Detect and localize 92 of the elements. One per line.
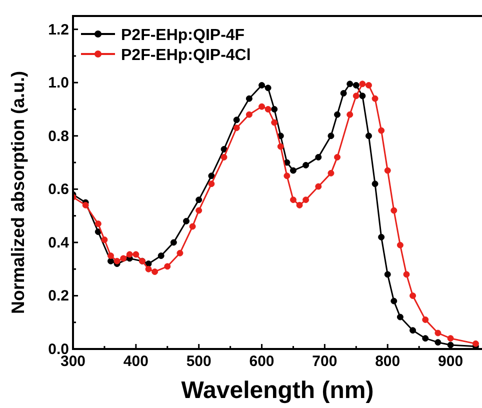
point	[82, 202, 89, 208]
point	[315, 154, 322, 160]
point	[196, 196, 202, 204]
point	[284, 172, 290, 180]
point	[158, 252, 164, 260]
point	[410, 327, 416, 334]
point	[114, 258, 120, 264]
y-tick-label: 0.2	[48, 288, 69, 305]
legend-label: P2F-EHp:QIP-4Cl	[121, 47, 251, 64]
x-tick-label: 600	[249, 353, 274, 370]
point	[277, 143, 284, 150]
point	[365, 82, 372, 89]
point	[196, 207, 202, 214]
point	[152, 268, 158, 275]
point	[396, 314, 404, 320]
point	[108, 258, 114, 264]
point	[271, 106, 278, 112]
point	[126, 251, 133, 258]
point	[422, 335, 429, 342]
point	[264, 106, 272, 112]
point	[108, 252, 114, 260]
point	[164, 263, 171, 270]
y-tick-label: 1.2	[48, 21, 69, 38]
point	[434, 339, 442, 346]
point	[183, 218, 190, 224]
point	[340, 90, 347, 97]
point	[302, 162, 310, 168]
point	[434, 330, 442, 336]
point	[372, 95, 378, 102]
point	[189, 223, 196, 230]
point	[220, 146, 228, 152]
point	[296, 202, 303, 208]
point	[384, 271, 391, 278]
point	[384, 167, 391, 174]
point	[359, 92, 366, 100]
point	[208, 172, 215, 180]
point	[170, 239, 177, 246]
point	[315, 183, 322, 190]
x-axis-title: Wavelength (nm)	[181, 377, 374, 404]
x-tick-label: 700	[312, 353, 338, 370]
point	[94, 228, 102, 236]
point	[145, 266, 152, 272]
point	[328, 132, 334, 140]
point	[233, 116, 240, 124]
point	[258, 82, 266, 89]
point	[396, 242, 404, 248]
point	[302, 196, 310, 204]
point	[378, 127, 385, 134]
point	[271, 119, 278, 126]
y-tick-label: 0.8	[48, 128, 69, 145]
point	[246, 95, 252, 102]
point	[101, 236, 108, 244]
point	[120, 255, 127, 262]
point	[352, 82, 360, 89]
y-tick-label: 1.0	[48, 74, 69, 92]
point	[422, 316, 429, 323]
x-tick-label: 800	[375, 353, 400, 370]
point	[264, 84, 272, 92]
x-tick-label: 900	[438, 353, 464, 370]
point	[346, 80, 354, 88]
x-tick-label: 500	[186, 353, 212, 370]
point	[352, 92, 360, 100]
point	[372, 180, 378, 188]
point	[390, 207, 398, 214]
point	[334, 111, 341, 118]
point	[328, 170, 334, 176]
point	[334, 154, 341, 160]
point	[346, 111, 354, 118]
point	[132, 251, 140, 258]
legend-label: P2F-EHp:QIP-4F	[121, 27, 245, 44]
point	[233, 124, 240, 132]
x-tick-label: 400	[123, 353, 148, 370]
point	[290, 196, 296, 204]
point	[447, 335, 454, 342]
point	[403, 271, 410, 278]
x-tick-label: 300	[60, 353, 86, 370]
point	[246, 111, 252, 118]
point	[359, 80, 366, 88]
y-axis-title: Normalized absorption (a.u.)	[8, 70, 28, 314]
point	[290, 167, 296, 174]
y-tick-label: 0.6	[48, 181, 69, 198]
point	[472, 340, 479, 347]
point	[410, 292, 416, 299]
point	[208, 180, 215, 188]
point	[365, 132, 372, 140]
y-tick-label: 0.4	[48, 234, 70, 252]
point	[378, 234, 385, 240]
point	[258, 103, 266, 110]
point	[94, 220, 102, 228]
point	[176, 250, 184, 256]
point	[390, 298, 398, 304]
point	[220, 154, 228, 160]
